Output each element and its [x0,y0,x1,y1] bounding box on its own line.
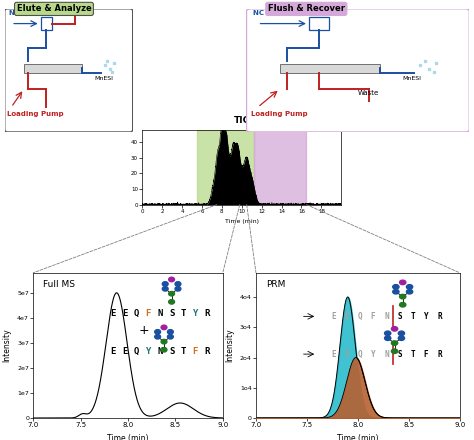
Text: E: E [122,347,127,356]
Text: T: T [181,309,186,318]
Text: T: T [410,312,415,321]
X-axis label: Time (min): Time (min) [107,434,149,440]
Y-axis label: Intensity: Intensity [2,329,11,362]
Text: Waste: Waste [63,10,83,16]
Text: Y: Y [146,347,151,356]
Text: R: R [204,347,210,356]
Circle shape [161,339,167,344]
X-axis label: Time (min): Time (min) [225,219,259,224]
Circle shape [169,291,174,296]
Text: E: E [344,312,349,321]
Text: Q: Q [357,312,362,321]
Circle shape [175,286,181,291]
Text: S: S [397,312,402,321]
Circle shape [392,341,398,345]
Text: Q: Q [357,350,362,359]
Circle shape [400,280,406,285]
Text: S: S [397,350,402,359]
Text: Y: Y [424,312,428,321]
Bar [197,130,254,205]
Text: R: R [437,312,442,321]
Circle shape [384,331,391,336]
Text: N: N [157,347,163,356]
Text: MnESI: MnESI [402,76,421,81]
Text: T: T [410,350,415,359]
Bar [254,130,306,205]
Text: F: F [146,309,151,318]
Text: N: N [384,350,389,359]
Text: Loading Pump: Loading Pump [251,111,308,117]
Text: Elute & Analyze: Elute & Analyze [17,4,91,13]
Circle shape [169,277,174,282]
Bar [280,64,380,73]
Circle shape [393,290,399,294]
X-axis label: Time (min): Time (min) [337,434,379,440]
Text: Flush & Recover: Flush & Recover [268,4,345,13]
Text: Y: Y [371,350,375,359]
Text: N: N [157,309,163,318]
Text: F: F [192,347,198,356]
Text: NC Pump: NC Pump [9,10,45,16]
Text: Loading Pump: Loading Pump [7,111,64,117]
Circle shape [162,286,168,291]
Text: Q: Q [134,347,139,356]
Circle shape [169,300,174,304]
Text: S: S [169,347,174,356]
Circle shape [406,285,413,289]
FancyBboxPatch shape [246,9,469,132]
Text: E: E [110,347,116,356]
Text: T: T [181,347,186,356]
Circle shape [384,336,391,341]
Circle shape [161,348,167,352]
Bar [41,18,52,30]
Text: E: E [331,312,336,321]
Text: PRM: PRM [266,280,285,289]
Circle shape [398,336,404,341]
Bar [309,18,329,30]
Circle shape [406,290,413,294]
Circle shape [392,349,398,353]
Text: E: E [331,350,336,359]
Text: TIC: TIC [234,116,250,125]
Text: R: R [437,350,442,359]
Circle shape [155,334,161,339]
Text: Q: Q [134,309,139,318]
FancyBboxPatch shape [5,9,133,132]
Text: Waste: Waste [358,90,379,96]
Bar [24,64,82,73]
Circle shape [398,331,404,336]
Y-axis label: Intensity: Intensity [225,329,234,362]
Text: Full MS: Full MS [43,280,75,289]
Text: E: E [110,309,116,318]
Circle shape [175,282,181,286]
Text: MnESI: MnESI [94,76,113,81]
Circle shape [393,285,399,289]
Text: Y: Y [192,309,198,318]
Circle shape [400,303,406,307]
Circle shape [161,325,167,330]
Text: +: + [139,324,149,337]
Circle shape [155,330,161,334]
Text: NC Pump: NC Pump [253,10,289,16]
Text: N: N [384,312,389,321]
Circle shape [400,294,406,299]
Circle shape [167,334,173,339]
Circle shape [162,282,168,286]
Text: F: F [424,350,428,359]
Circle shape [167,330,173,334]
Circle shape [392,326,398,331]
Text: S: S [169,309,174,318]
Text: F: F [371,312,375,321]
Text: E: E [344,350,349,359]
Text: E: E [122,309,127,318]
Text: R: R [204,309,210,318]
